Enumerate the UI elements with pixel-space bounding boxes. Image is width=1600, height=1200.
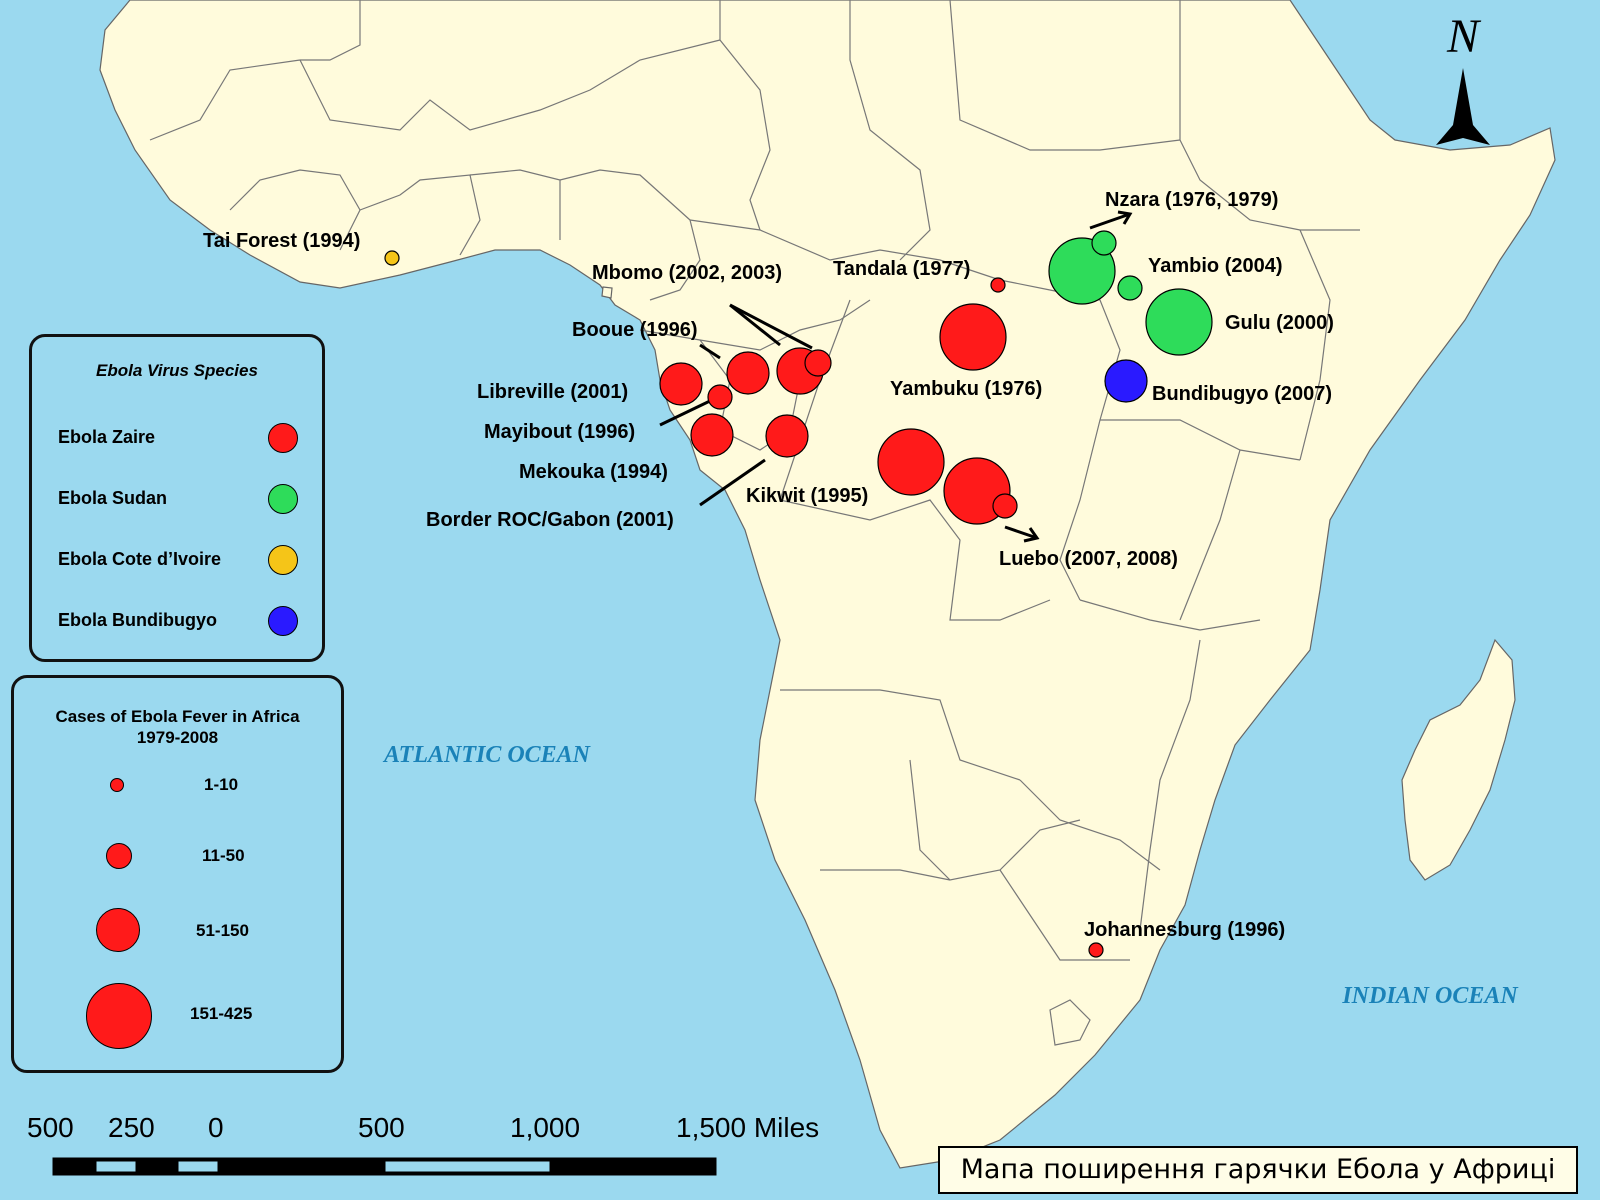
- label-nzara: Nzara (1976, 1979): [1105, 189, 1278, 211]
- atlantic-ocean-label: ATLANTIC OCEAN: [382, 742, 592, 768]
- size-51-150-swatch: [96, 908, 140, 952]
- species-bundibugyo-swatch: [268, 606, 298, 636]
- species-zaire-label: Ebola Zaire: [58, 427, 156, 447]
- size-11-50-label: 11-50: [202, 846, 245, 865]
- place-labels: Tai Forest (1994) Mbomo (2002, 2003) Boo…: [203, 189, 1334, 941]
- scale-label-1000: 1,000: [510, 1112, 581, 1143]
- label-bundibugyo: Bundibugyo (2007): [1152, 383, 1332, 405]
- label-tai-forest: Tai Forest (1994): [203, 230, 360, 252]
- north-arrow-icon: N: [1436, 10, 1490, 145]
- size-1-10-label: 1-10: [204, 775, 239, 794]
- scale-label-500: 500: [358, 1112, 405, 1143]
- size-151-425-swatch: [86, 983, 152, 1049]
- cases-legend-title: Cases of Ebola Fever in Africa: [55, 707, 300, 726]
- label-johannesburg: Johannesburg (1996): [1084, 919, 1285, 941]
- leader-lines: [659, 210, 1133, 543]
- size-1-10-swatch: [110, 778, 124, 792]
- label-mayibout: Mayibout (1996): [484, 421, 635, 443]
- species-cote-swatch: [268, 545, 298, 575]
- marker-mbomo-2003: [804, 349, 832, 377]
- scale-label-1500-miles: 1,500 Miles: [676, 1112, 820, 1143]
- indian-ocean-label: INDIAN OCEAN: [1341, 983, 1519, 1009]
- marker-gulu: [1145, 288, 1213, 356]
- marker-yambuku: [939, 303, 1007, 371]
- species-legend: Ebola Virus Species Ebola Zaire Ebola Su…: [29, 334, 325, 662]
- size-51-150-label: 51-150: [196, 921, 249, 940]
- label-luebo: Luebo (2007, 2008): [999, 548, 1178, 570]
- size-151-425-label: 151-425: [190, 1004, 253, 1023]
- species-cote-label: Ebola Cote d’Ivoire: [58, 549, 222, 569]
- marker-tai-forest: [384, 250, 400, 266]
- species-legend-title: Ebola Virus Species: [96, 361, 258, 380]
- scale-label-500-left: 500: [27, 1112, 74, 1143]
- map-caption: Мапа поширення гарячки Ебола у Африці: [938, 1146, 1578, 1194]
- species-bundibugyo-label: Ebola Bundibugyo: [58, 610, 217, 630]
- size-11-50-swatch: [106, 843, 132, 869]
- marker-libreville: [659, 362, 703, 406]
- outbreak-markers: [384, 230, 1213, 958]
- species-sudan-swatch: [268, 484, 298, 514]
- marker-luebo-2008: [992, 493, 1018, 519]
- label-mekouka: Mekouka (1994): [519, 461, 668, 483]
- label-booue: Booue (1996): [572, 319, 698, 341]
- marker-yambio: [1117, 275, 1143, 301]
- scale-label-250: 250: [108, 1112, 155, 1143]
- label-yambuku: Yambuku (1976): [890, 378, 1042, 400]
- marker-booue: [726, 351, 770, 395]
- marker-bundibugyo: [1104, 359, 1148, 403]
- marker-border-roc-gabon: [765, 414, 809, 458]
- label-tandala: Tandala (1977): [833, 258, 970, 280]
- marker-mayibout: [707, 384, 733, 410]
- label-gulu: Gulu (2000): [1225, 312, 1334, 334]
- marker-kikwit: [877, 428, 945, 496]
- species-zaire-swatch: [268, 423, 298, 453]
- label-libreville: Libreville (2001): [477, 381, 628, 403]
- marker-mekouka: [690, 413, 734, 457]
- bioko: [601, 286, 613, 299]
- madagascar: [1401, 638, 1516, 881]
- country-borders: [149, 0, 1360, 1046]
- scale-label-0: 0: [208, 1112, 224, 1143]
- north-arrow: N: [1418, 10, 1508, 150]
- north-letter: N: [1446, 10, 1482, 63]
- label-border-roc-gabon: Border ROC/Gabon (2001): [426, 509, 674, 531]
- label-yambio: Yambio (2004): [1148, 255, 1283, 277]
- marker-johannesburg: [1088, 942, 1104, 958]
- marker-tandala: [990, 277, 1006, 293]
- marker-nzara-1976: [1048, 237, 1116, 305]
- label-mbomo: Mbomo (2002, 2003): [592, 262, 782, 284]
- cases-legend-years: 1979-2008: [136, 728, 219, 747]
- species-sudan-label: Ebola Sudan: [58, 488, 168, 508]
- marker-nzara-1979: [1091, 230, 1117, 256]
- cases-size-legend: Cases of Ebola Fever in Africa 1979-2008…: [11, 675, 344, 1073]
- scale-bar: [52, 1157, 717, 1176]
- label-kikwit: Kikwit (1995): [746, 485, 868, 507]
